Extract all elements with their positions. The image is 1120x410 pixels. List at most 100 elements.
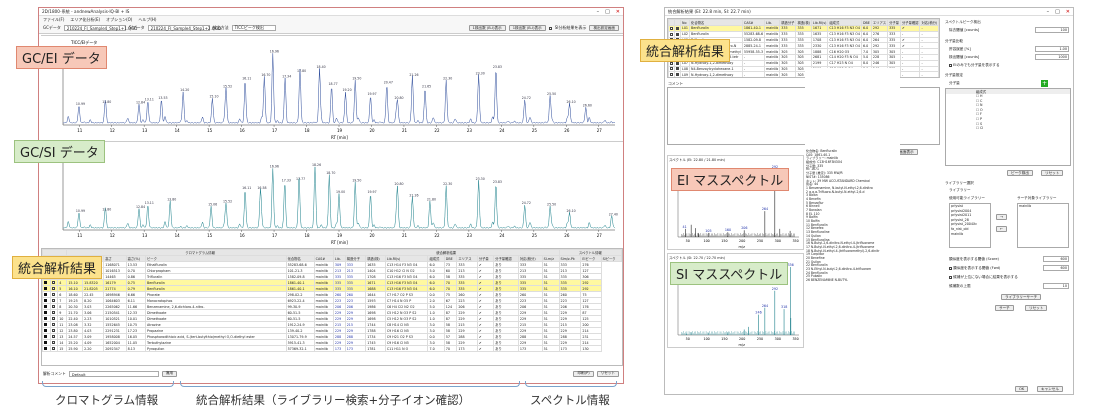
formula-row[interactable]: ☐ H [976, 94, 983, 98]
candidate-checkbox[interactable] [670, 67, 673, 71]
table-row[interactable]: ✔ 8 20.30 3.03 2265062 11.66 Benzenamine, 2,6-… [42, 303, 622, 310]
formula-row[interactable]: ☐ N [976, 103, 983, 108]
row-checkbox[interactable]: ✔ [51, 317, 55, 321]
max-candidates-input[interactable]: 10 [1043, 283, 1069, 289]
row-checkbox[interactable]: ✔ [51, 341, 55, 345]
row-checkbox[interactable]: ✔ [51, 335, 55, 339]
library-item[interactable]: mainlib [951, 231, 964, 236]
table-row[interactable]: ✔ 13 24.57 3.09 1958008 16.05 Phosphorodithioi… [42, 333, 622, 340]
cancel-button[interactable]: キャンセル [1037, 386, 1063, 392]
method-select[interactable]: TICCピーク検出 [231, 25, 276, 31]
spectrum-x-tick: 100 [703, 239, 709, 243]
candidate-column-header[interactable]: 分子量 [887, 19, 901, 26]
table-row[interactable]: ✔ 15 25.90 2.20 2092347 8.13 Pyroquilon 57369-3… [42, 345, 622, 352]
row-checkbox[interactable]: ✔ [51, 293, 55, 297]
candidate-column-header[interactable]: 構造分子 [779, 19, 797, 26]
comment-input[interactable]: Default [68, 370, 159, 377]
candidate-column-header[interactable]: 分子量確認 [899, 19, 921, 26]
show-b-button[interactable]: 1検出数 (B-I)表示 [508, 25, 546, 31]
table-row[interactable]: ✔ 12 23.80 4.03 2291231 17.23 Propazine 139-40-… [42, 327, 622, 334]
add-icon[interactable]: + [1041, 80, 1048, 87]
row-checkbox[interactable]: ✔ [51, 287, 55, 291]
close-icon[interactable]: ✕ [1065, 8, 1070, 15]
si-result-checkbox[interactable] [548, 26, 552, 30]
peak-search-button[interactable]: ピーク検出 [1007, 170, 1033, 176]
available-lib-list[interactable]: prlysist prlysist2004 prlysist2011 prlysist… [949, 203, 991, 248]
x-tick-label: 26 [564, 128, 570, 133]
candidate-column-header[interactable]: エリアス [870, 19, 889, 26]
candidate-checkbox[interactable] [670, 73, 673, 77]
ei-only-checkbox[interactable]: ✔ [949, 63, 953, 68]
menu-item-2[interactable]: オプション(O) [106, 16, 133, 22]
library-item[interactable]: prlysist_28 [951, 217, 969, 222]
candidate-column-header[interactable]: No [679, 19, 691, 26]
fwd-checkbox[interactable]: ✔ [949, 266, 953, 271]
library-item[interactable]: prlysist_2004Xc [951, 222, 978, 227]
si-data-field[interactable]: 210224_FI_Sample4_Step1+2.QGD [147, 25, 221, 31]
candidate-checkbox[interactable] [670, 61, 673, 65]
menu-item-3[interactable]: ヘルプ(H) [138, 16, 157, 22]
search-button[interactable]: サーチ [995, 305, 1014, 311]
si-chromatogram[interactable]: TICC/SIデータ111213141516171819202122232425… [41, 141, 623, 245]
library-item[interactable]: fa_nist_old [951, 226, 969, 231]
target-lib-list[interactable]: mainlib [1017, 203, 1069, 248]
row-checkbox[interactable]: ✔ [51, 329, 55, 333]
candidate-row[interactable]: L02 Benfluralin 55283-68-6 mainlib 335 335 163… [668, 30, 939, 38]
row-checkbox[interactable]: ✔ [51, 299, 55, 303]
table-column-header[interactable]: SIピーク [600, 255, 622, 262]
reset-button[interactable]: リセット [596, 370, 619, 377]
maximize-icon[interactable]: □ [605, 8, 610, 15]
minimize-icon[interactable]: – [1046, 8, 1050, 15]
row-checkbox[interactable]: ✔ [51, 305, 55, 309]
show-a-button[interactable]: 1検出数 (B-I)表示 [468, 25, 506, 31]
remove-lib-button[interactable]: ← [996, 226, 1008, 232]
threshold-input[interactable]: 1000 [1035, 54, 1069, 60]
peak-label: 19.50 [352, 77, 361, 81]
formula-row[interactable]: ☐ O [976, 107, 983, 112]
ei-chromatogram[interactable]: TICC/EIデータ 11 12 13 14 15 16 17 18 19 20 21 22 23 24 25… [41, 35, 623, 140]
candidate-checkbox[interactable] [670, 32, 673, 36]
menu-item-0[interactable]: ファイル(F) [43, 16, 65, 22]
library-search-button[interactable]: ライブラリーサーチ [1001, 294, 1042, 300]
add-lib-button[interactable]: → [996, 214, 1008, 220]
formula-row[interactable]: ☐ F [976, 112, 982, 117]
row-checkbox[interactable]: ✔ [51, 347, 55, 351]
formula-row[interactable]: ☐ Cl [976, 126, 984, 131]
detect-settings-button[interactable]: 検出設定画面 [589, 25, 619, 31]
min-count-input[interactable]: 100 [1035, 27, 1069, 33]
reset-mw-button[interactable]: リセット [1041, 170, 1064, 176]
formula-row[interactable]: ☐ P [976, 116, 982, 121]
tolerance-input[interactable]: 1.00 [1035, 46, 1069, 52]
menu-item-1[interactable]: エリア化分析(E) [70, 16, 101, 22]
library-item[interactable]: prlysist2011 [951, 213, 972, 218]
maximize-icon[interactable]: □ [1055, 8, 1060, 15]
table-row[interactable]: ✔ 5 16.10 21.8205 21774 0.79 Benfluralin 1861-4… [42, 285, 622, 292]
row-checkbox[interactable]: ✔ [51, 323, 55, 327]
library-item[interactable]: prlysist [951, 204, 963, 208]
row-checkbox[interactable]: ✔ [51, 311, 55, 315]
table-row[interactable]: ✔ 4 15.10 15.8320 16179 0.75 Benfluralin 1861-4… [42, 279, 622, 286]
ok-button[interactable]: OK [1015, 386, 1029, 392]
fwd-input[interactable]: 600 [1043, 265, 1069, 271]
candidate-column-header[interactable]: 構造(検) [795, 19, 812, 26]
show-result-checkbox[interactable]: ✔ [949, 275, 953, 280]
close-icon[interactable]: ✕ [615, 8, 620, 15]
score-input[interactable]: 600 [1043, 256, 1069, 262]
library-item[interactable]: prlysist2004 [951, 208, 972, 213]
candidate-checkbox[interactable]: ✔ [670, 26, 674, 31]
candidate-row[interactable]: ✔ L01 Benfluralin 1861-40-1 mainlib 335 335 167… [668, 25, 939, 32]
library-item[interactable]: mainlib [1019, 204, 1032, 208]
candidate-column-header[interactable]: Lib.RI(s) [810, 19, 829, 26]
candidate-cell: mainlib [764, 71, 781, 77]
apply-button[interactable]: 適用 [161, 370, 177, 377]
row-checkbox[interactable]: ✔ [51, 281, 55, 285]
gc-data-field[interactable]: 210224_FI_Sample4_Step1+1.QGD [63, 25, 137, 31]
formula-row[interactable]: ☐ S [976, 121, 983, 126]
info-line: 24 Benfluralin [806, 270, 828, 275]
reset-lib-button[interactable]: リセット [1025, 305, 1048, 311]
minimize-icon[interactable]: – [596, 8, 600, 15]
print-button[interactable]: 印刷(P) [573, 370, 594, 377]
table-row[interactable]: ✔ 14 25.20 4.09 1652004 11.05 Terbuthylazine 59… [42, 339, 622, 346]
formula-row[interactable]: ☐ C [976, 98, 983, 103]
candidate-column-header[interactable]: 対応(積分) [919, 19, 939, 26]
